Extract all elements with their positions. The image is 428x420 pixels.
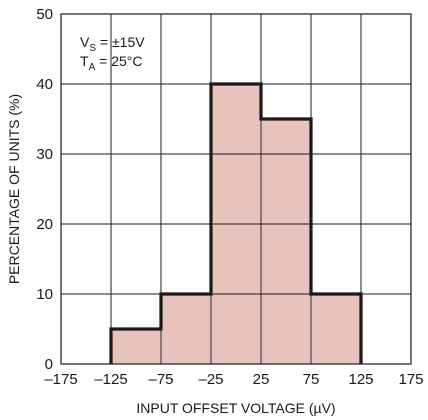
y-tick-label: 0 [45,356,53,373]
x-tick-label: –175 [44,371,77,388]
plot-frame [60,13,412,365]
supply-voltage-annotation: VS = ±15V [80,34,145,54]
y-tick-label: 30 [36,146,53,163]
histogram-bar [111,329,161,364]
x-tick-label: 125 [348,371,373,388]
x-axis-label: INPUT OFFSET VOLTAGE (µV) [136,400,335,416]
x-tick-label: –25 [198,371,223,388]
x-tick-label: –125 [94,371,127,388]
x-tick-labels: –175 –125 –75 –25 25 75 125 175 [44,371,423,388]
annotation-text: = ±15V [96,34,145,50]
y-tick-label: 50 [36,6,53,23]
y-tick-label: 40 [36,76,53,93]
histogram-bars [60,13,412,365]
x-tick-label: 75 [303,371,320,388]
temperature-annotation: TA = 25°C [80,53,142,73]
annotation-subscript: S [89,43,96,54]
annotation-main: T [80,53,89,69]
y-tick-label: 10 [36,286,53,303]
y-tick-label: 20 [36,216,53,233]
x-tick-label: 25 [253,371,270,388]
y-tick-labels: 0 10 20 30 40 50 [36,6,53,373]
annotation-subscript: A [89,62,96,73]
histogram-outline [109,82,363,364]
x-tick-label: 175 [398,371,423,388]
x-tick-label: –75 [148,371,173,388]
histogram-bar [161,294,211,364]
annotation-text: = 25°C [95,53,142,69]
histogram-bar [261,119,311,364]
y-axis-label: PERCENTAGE OF UNITS (%) [6,94,22,284]
histogram-bar [311,294,361,364]
annotation-main: V [80,34,90,50]
